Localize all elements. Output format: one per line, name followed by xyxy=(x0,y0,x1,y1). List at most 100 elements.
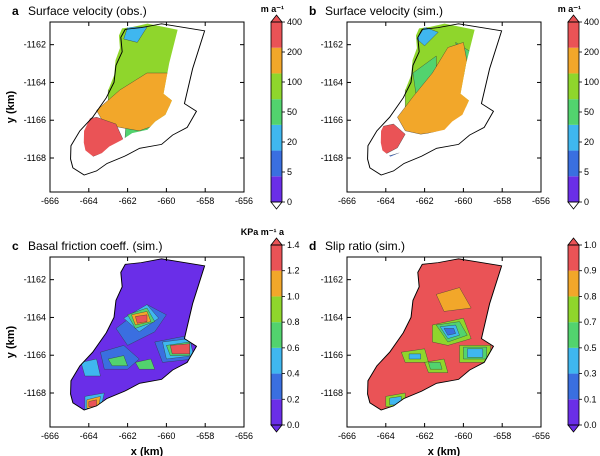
x-tick-label: -662 xyxy=(416,196,434,206)
x-tick-label: -666 xyxy=(41,431,59,441)
colorbar-label: 50 xyxy=(584,107,594,117)
colorbar-label: 0.9 xyxy=(584,266,597,276)
colorbar-label: 200 xyxy=(584,47,599,57)
x-tick-label: -664 xyxy=(80,431,98,441)
colorbar-label: 0.2 xyxy=(287,394,300,404)
colorbar-swatch xyxy=(271,270,282,297)
contour-region xyxy=(459,117,475,135)
colorbar-min-arrow xyxy=(567,424,580,433)
colorbar-frame xyxy=(270,244,283,426)
y-tick-label: -1164 xyxy=(24,77,46,87)
colorbar-swatch xyxy=(271,347,282,374)
colorbar-label: 0.0 xyxy=(287,420,300,430)
colorbar-swatch xyxy=(568,176,579,202)
colorbar-label: 0 xyxy=(584,197,589,207)
contour-region xyxy=(170,343,190,355)
panel-letter: c xyxy=(12,239,19,253)
colorbar-swatch xyxy=(568,99,579,125)
contour-region xyxy=(123,26,148,43)
colorbar-swatch xyxy=(271,399,282,425)
colorbar-swatch xyxy=(271,124,282,151)
panel-a: a Surface velocity (obs.) -666 -664 -662 -660… xyxy=(5,4,253,206)
x-tick-label: -658 xyxy=(196,196,214,206)
colorbar-label: 0.5 xyxy=(584,343,597,353)
contour-region xyxy=(412,147,441,157)
contour-region xyxy=(80,358,101,377)
panel-letter: b xyxy=(309,4,316,18)
plot-frame xyxy=(346,256,542,428)
colorbar-swatch xyxy=(568,373,579,400)
contour-region xyxy=(135,358,156,370)
y-tick-label: -1168 xyxy=(24,153,46,163)
x-tick-label: -660 xyxy=(157,196,175,206)
contour-region xyxy=(107,355,128,366)
contour-region xyxy=(428,362,443,370)
map-field xyxy=(69,22,205,175)
y-axis-label: y (km) xyxy=(5,325,17,358)
y-tick-label: -1164 xyxy=(321,77,343,87)
colorbar-label: 0.8 xyxy=(584,291,597,301)
colorbar-label: 0.1 xyxy=(584,394,597,404)
panel-letter: a xyxy=(12,4,19,18)
colorbar-label: 100 xyxy=(584,77,599,87)
contour-region xyxy=(389,396,402,406)
x-tick-label: -662 xyxy=(119,431,137,441)
contour-region xyxy=(158,123,178,145)
y-tick-label: -1168 xyxy=(321,153,343,163)
x-tick-label: -656 xyxy=(235,196,253,206)
x-tick-label: -662 xyxy=(119,196,137,206)
y-tick-label: -1166 xyxy=(321,350,343,360)
colorbar-label: 200 xyxy=(287,47,302,57)
panel-title: Basal friction coeff. (sim.) xyxy=(28,239,162,253)
y-tick-label: -1168 xyxy=(321,388,343,398)
colorbar-swatch xyxy=(271,150,282,177)
y-tick-label: -1164 xyxy=(24,312,46,322)
colorbar-label: 0.3 xyxy=(584,369,597,379)
colorbar-label: 1.2 xyxy=(287,266,300,276)
x-tick-label: -666 xyxy=(338,431,356,441)
y-tick-label: -1166 xyxy=(24,350,46,360)
colorbar-label: 1.4 xyxy=(287,240,300,250)
panel-letter: d xyxy=(309,239,316,253)
colorbar-swatch xyxy=(271,296,282,323)
x-axis-label: x (km) xyxy=(428,446,461,456)
colorbar-label: 0.0 xyxy=(584,420,597,430)
x-tick-label: -664 xyxy=(377,196,395,206)
y-tick-label: -1164 xyxy=(321,312,343,322)
colorbar-swatch xyxy=(271,22,282,48)
colorbar-swatch xyxy=(271,176,282,202)
panel-title: Surface velocity (sim.) xyxy=(325,4,443,18)
x-tick-label: -656 xyxy=(532,196,550,206)
y-tick-label: -1162 xyxy=(24,275,46,285)
colorbar-min-arrow xyxy=(270,201,283,210)
x-tick-label: -666 xyxy=(41,196,59,206)
y-tick-label: -1168 xyxy=(24,388,46,398)
colorbar-swatch xyxy=(568,22,579,48)
colorbar-label: 50 xyxy=(287,107,297,117)
colorbar-label: 5 xyxy=(287,167,292,177)
colorbar-max-arrow xyxy=(270,14,283,23)
x-tick-label: -656 xyxy=(532,431,550,441)
colorbar-swatch xyxy=(568,270,579,297)
panel-c: c Basal friction coeff. (sim.) -666 -664 -66… xyxy=(5,239,253,456)
colorbar-label: 0.7 xyxy=(584,317,597,327)
glacier-fill xyxy=(367,258,502,411)
colorbar-swatch xyxy=(568,73,579,100)
contour-region xyxy=(408,353,421,360)
x-tick-label: -664 xyxy=(377,431,395,441)
contour-region xyxy=(135,314,148,324)
colorbar-label: 0.4 xyxy=(287,369,300,379)
contour-region xyxy=(119,147,163,157)
contour-region xyxy=(70,258,205,411)
panel-title: Surface velocity (obs.) xyxy=(28,4,147,18)
contour-region xyxy=(467,348,483,358)
y-tick-label: -1162 xyxy=(321,275,343,285)
colorbar-swatch xyxy=(568,124,579,151)
panel-title: Slip ratio (sim.) xyxy=(325,239,405,253)
colorbar-swatch xyxy=(568,245,579,271)
colorbar-unit: m a⁻¹ xyxy=(261,4,284,14)
x-tick-label: -666 xyxy=(338,196,356,206)
colorbar-swatch xyxy=(271,245,282,271)
